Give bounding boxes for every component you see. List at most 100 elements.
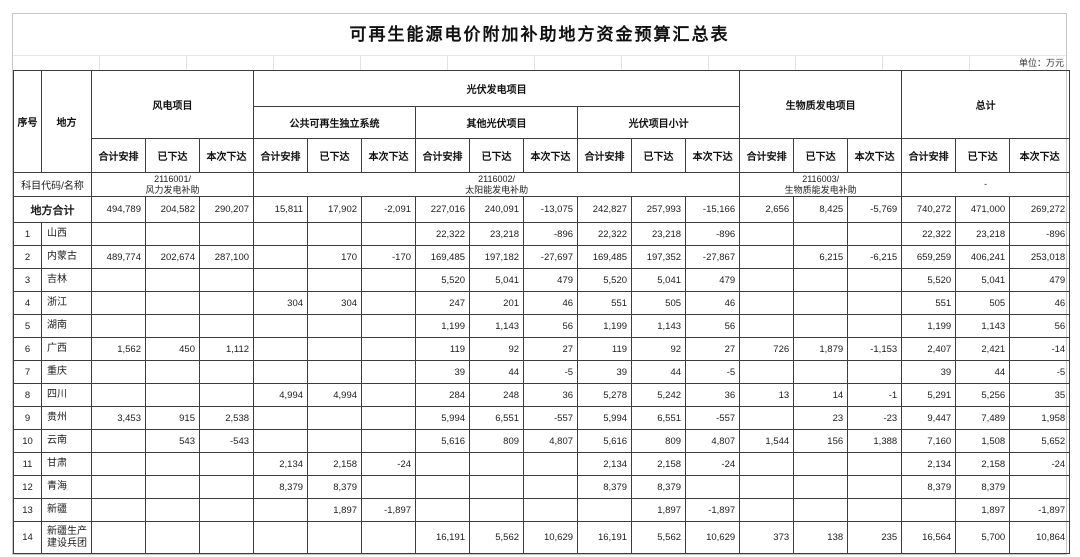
value-cell: 505 bbox=[631, 291, 687, 315]
value-cell: 15,811 bbox=[253, 196, 309, 223]
value-cell bbox=[145, 268, 200, 292]
value-cell: 290,207 bbox=[198, 196, 255, 223]
value-cell bbox=[253, 268, 309, 292]
value-cell bbox=[361, 314, 417, 338]
header-region: 地方 bbox=[41, 70, 92, 173]
value-cell: 471,000 bbox=[955, 196, 1011, 223]
measure-header: 本次下达 bbox=[523, 138, 579, 173]
region-cell: 新疆生产建设兵团 bbox=[41, 521, 92, 554]
region-cell: 吉林 bbox=[41, 268, 92, 292]
value-cell: 227,016 bbox=[415, 196, 471, 223]
value-cell bbox=[307, 314, 363, 338]
value-cell: 5,291 bbox=[901, 383, 957, 407]
value-cell bbox=[253, 406, 309, 430]
value-cell: -24 bbox=[685, 452, 741, 476]
value-cell: 35 bbox=[1009, 383, 1071, 407]
value-cell bbox=[145, 222, 200, 246]
value-cell: 5,041 bbox=[955, 268, 1011, 292]
value-cell bbox=[739, 475, 795, 499]
value-cell bbox=[415, 452, 471, 476]
value-cell: -15,166 bbox=[685, 196, 741, 223]
value-cell: 287,100 bbox=[198, 245, 255, 269]
value-cell: 6,551 bbox=[469, 406, 525, 430]
total-row: 地方合计 494,789 204,582 290,207 15,811 17,902 -2,… bbox=[13, 196, 1071, 223]
value-cell: 505 bbox=[955, 291, 1011, 315]
table-row: 4 浙江 304 304 247 201 46 551 505 46 551 505 46 bbox=[13, 291, 1071, 315]
seq-cell: 7 bbox=[13, 360, 42, 384]
value-cell: 36 bbox=[685, 383, 741, 407]
value-cell bbox=[847, 222, 903, 246]
value-cell: 2,538 bbox=[198, 406, 255, 430]
value-cell bbox=[793, 475, 849, 499]
value-cell: 92 bbox=[631, 337, 687, 361]
value-cell: -896 bbox=[1009, 222, 1071, 246]
region-cell: 青海 bbox=[41, 475, 92, 499]
value-cell: -24 bbox=[1009, 452, 1071, 476]
header-wind-group: 风电项目 bbox=[90, 70, 255, 139]
value-cell bbox=[198, 268, 255, 292]
value-cell: 23,218 bbox=[955, 222, 1011, 246]
value-cell bbox=[469, 475, 525, 499]
value-cell: 8,379 bbox=[631, 475, 687, 499]
value-cell: 4,807 bbox=[685, 429, 741, 453]
value-cell: 242,827 bbox=[577, 196, 633, 223]
value-cell bbox=[793, 498, 849, 522]
table-row: 3 吉林 5,520 5,041 479 5,520 5,041 479 5,520 5,041 4… bbox=[13, 268, 1071, 292]
value-cell: 22,322 bbox=[577, 222, 633, 246]
value-cell bbox=[847, 452, 903, 476]
value-cell bbox=[307, 406, 363, 430]
value-cell: 17,902 bbox=[307, 196, 363, 223]
value-cell: 10,629 bbox=[523, 521, 579, 554]
value-cell bbox=[145, 314, 200, 338]
region-cell: 内蒙古 bbox=[41, 245, 92, 269]
value-cell: 257,993 bbox=[631, 196, 687, 223]
measure-header: 本次下达 bbox=[685, 138, 741, 173]
table-row: 8 四川 4,994 4,994 284 248 36 5,278 5,242 36 13 14 -1 5… bbox=[13, 383, 1071, 407]
subject-code-total: - bbox=[901, 172, 1071, 197]
value-cell: 5,652 bbox=[1009, 429, 1071, 453]
region-cell: 重庆 bbox=[41, 360, 92, 384]
value-cell: 44 bbox=[469, 360, 525, 384]
value-cell bbox=[469, 498, 525, 522]
value-cell: 1,562 bbox=[91, 337, 146, 361]
seq-cell: 13 bbox=[13, 498, 42, 522]
value-cell bbox=[793, 452, 849, 476]
value-cell: 5,562 bbox=[469, 521, 525, 554]
value-cell bbox=[91, 360, 146, 384]
value-cell: -14 bbox=[1009, 337, 1071, 361]
measure-header: 合计安排 bbox=[901, 138, 957, 173]
value-cell bbox=[1009, 475, 1071, 499]
value-cell: -1,897 bbox=[361, 498, 417, 522]
value-cell bbox=[523, 475, 579, 499]
value-cell: 6,551 bbox=[631, 406, 687, 430]
table-row: 7 重庆 39 44 -5 39 44 -5 39 44 -5 bbox=[13, 360, 1071, 384]
value-cell: -6,215 bbox=[847, 245, 903, 269]
value-cell bbox=[793, 360, 849, 384]
value-cell: 16,564 bbox=[901, 521, 957, 554]
value-cell bbox=[91, 314, 146, 338]
total-row-label: 地方合计 bbox=[13, 196, 92, 223]
value-cell: 204,582 bbox=[145, 196, 200, 223]
value-cell: 39 bbox=[577, 360, 633, 384]
value-cell: 197,352 bbox=[631, 245, 687, 269]
value-cell: 119 bbox=[415, 337, 471, 361]
value-cell bbox=[793, 291, 849, 315]
seq-cell: 11 bbox=[13, 452, 42, 476]
value-cell: -23 bbox=[847, 406, 903, 430]
value-cell: 726 bbox=[739, 337, 795, 361]
value-cell bbox=[361, 291, 417, 315]
value-cell bbox=[793, 268, 849, 292]
value-cell bbox=[307, 360, 363, 384]
subject-code-solar: 2116002/ 太阳能发电补助 bbox=[253, 172, 741, 197]
measure-header: 合计安排 bbox=[253, 138, 309, 173]
value-cell bbox=[307, 337, 363, 361]
table-row: 14 新疆生产建设兵团 16,191 5,562 10,629 16,191 5,562 10… bbox=[13, 521, 1071, 554]
value-cell: 27 bbox=[685, 337, 741, 361]
value-cell: 27 bbox=[523, 337, 579, 361]
value-cell: 8,379 bbox=[577, 475, 633, 499]
value-cell: 740,272 bbox=[901, 196, 957, 223]
value-cell: 494,789 bbox=[91, 196, 146, 223]
seq-cell: 1 bbox=[13, 222, 42, 246]
value-cell: 5,616 bbox=[415, 429, 471, 453]
value-cell: 39 bbox=[901, 360, 957, 384]
